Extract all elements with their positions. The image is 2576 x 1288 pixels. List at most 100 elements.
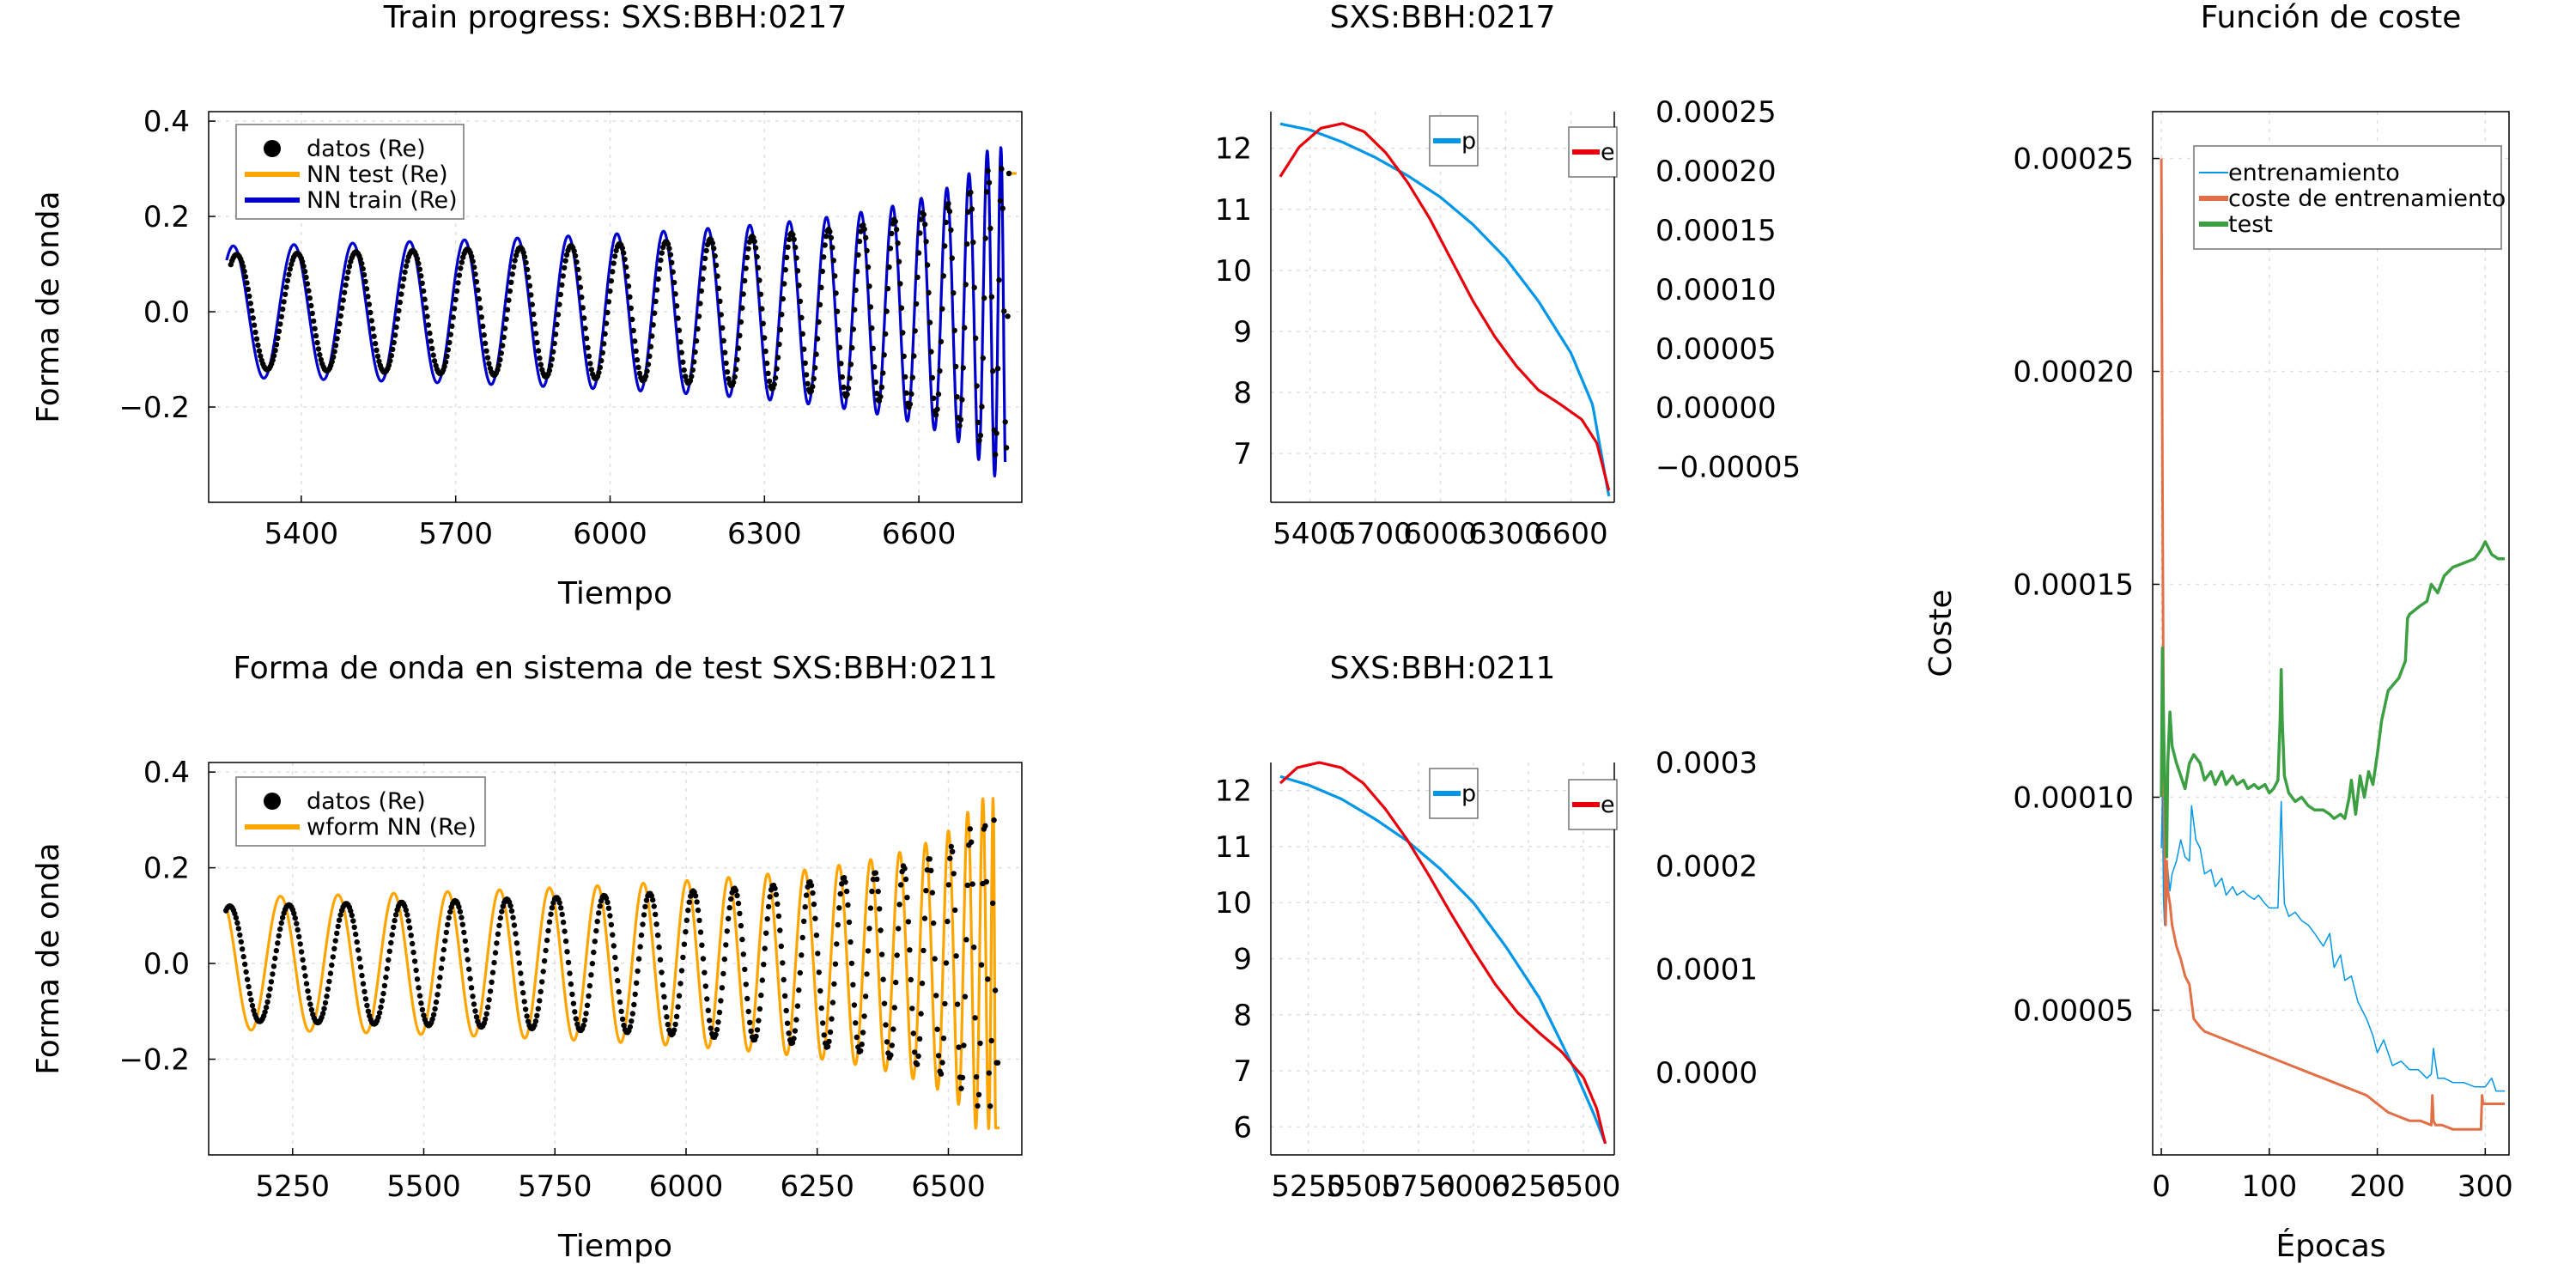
data-point [872,379,878,386]
data-point [775,913,782,920]
data-point [458,265,464,271]
data-point [557,291,563,298]
data-point [847,375,853,381]
data-point [410,949,416,956]
data-point [291,910,297,917]
data-point [319,1011,326,1017]
legend-label: wform NN (Re) [307,814,477,841]
data-point [922,222,928,228]
data-point [586,353,592,359]
data-point [808,883,815,889]
data-point [953,953,959,959]
data-point [613,966,619,972]
data-point [270,963,277,969]
data-point [731,380,737,386]
data-point [717,298,723,304]
data-point [858,1048,864,1054]
series-line-entrenamiento [2160,796,2505,1092]
data-point [353,931,359,938]
data-point [864,247,870,254]
data-point [742,966,748,973]
series-line-p [1279,122,1611,497]
y-tick-label: 8 [1233,376,1252,410]
data-point [577,284,584,290]
data-point [683,917,690,924]
legend-frame [235,776,486,847]
data-point [675,315,681,321]
data-point [813,351,819,357]
data-point [960,365,967,371]
data-point [324,993,330,999]
data-point [951,327,957,334]
x-tick-label: 6600 [882,517,957,551]
data-point [927,856,933,862]
data-point [481,331,487,338]
data-point [685,908,691,914]
chart-title: Train progress: SXS:BBH:0217 [383,0,848,35]
data-point [726,905,732,911]
data-point [720,970,726,977]
data-point [625,283,632,289]
data-point [797,969,803,976]
data-point [928,349,934,355]
data-point [629,1011,635,1017]
data-point [489,979,495,986]
data-point [848,939,854,945]
data-point [594,918,600,925]
data-point [381,982,388,989]
data-point [421,288,427,295]
data-point [471,1001,477,1007]
data-point [702,255,708,262]
data-point [737,332,743,338]
data-point [556,900,562,906]
data-point [519,980,525,987]
data-point [696,313,702,319]
data-point [307,1001,313,1007]
data-point [523,259,529,266]
data-point [776,341,782,348]
data-point [763,930,769,936]
data-point [551,340,557,347]
data-point [896,926,902,932]
data-point [914,274,920,281]
data-point [343,282,349,289]
data-point [356,956,362,962]
data-point [366,301,373,307]
x-tick-label: 6250 [1492,1170,1566,1204]
data-point [416,993,423,999]
data-point [429,345,435,352]
data-point [329,359,335,365]
data-point [539,979,545,985]
data-point [732,374,738,380]
data-point [681,367,687,374]
legend-label: datos (Re) [307,136,426,162]
data-point [830,258,836,264]
data-point [678,968,685,974]
data-point [629,316,635,323]
data-point [637,944,643,950]
data-point [264,999,270,1005]
data-point [757,291,764,297]
data-point [346,264,353,270]
data-point [962,325,968,331]
x-tick-label: 6600 [1534,517,1608,551]
data-point [734,356,740,363]
data-point [337,912,343,918]
data-point [829,1016,835,1022]
data-point [418,1000,424,1006]
data-point [270,357,276,363]
data-point [303,274,309,281]
data-point [836,344,843,350]
data-point [699,942,705,948]
data-point [624,273,630,279]
data-point [314,339,320,346]
data-point [669,259,675,265]
data-point [615,977,621,984]
data-point [874,876,880,883]
data-point [298,949,305,955]
data-point [374,353,381,359]
data-point [667,252,674,258]
data-point [550,349,556,355]
data-point [735,900,742,907]
data-point [726,376,732,382]
